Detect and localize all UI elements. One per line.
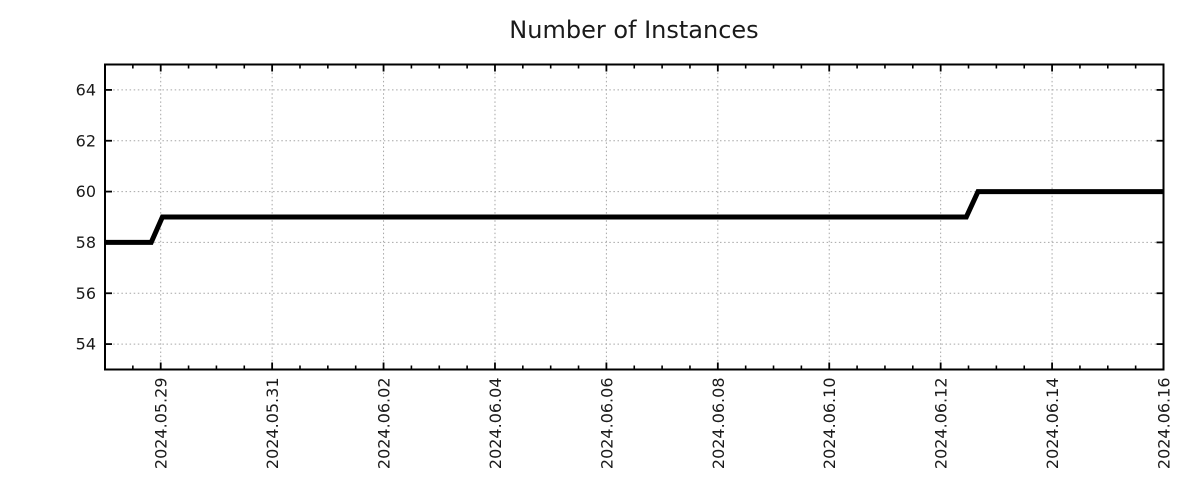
chart-title: Number of Instances (509, 16, 759, 44)
x-tick-label: 2024.05.29 (152, 378, 171, 470)
y-tick-label: 56 (76, 284, 96, 303)
instances-line (105, 189, 1164, 245)
x-tick-label: 2024.06.02 (375, 378, 394, 470)
x-tick-label: 2024.05.31 (263, 378, 282, 470)
x-tick-label: 2024.06.04 (486, 378, 505, 470)
x-tick-label: 2024.06.16 (1155, 378, 1174, 470)
y-tick-label: 64 (76, 80, 96, 99)
x-tick-label: 2024.06.10 (820, 378, 839, 470)
y-tick-label: 62 (76, 131, 96, 150)
x-tick-label: 2024.06.12 (932, 378, 951, 470)
y-tick-label: 58 (76, 233, 96, 252)
x-tick-label: 2024.06.08 (709, 378, 728, 470)
x-tick-label: 2024.06.06 (597, 378, 616, 470)
y-tick-label: 60 (76, 182, 96, 201)
x-tick-label: 2024.06.14 (1043, 378, 1062, 470)
y-tick-label: 54 (76, 335, 96, 354)
